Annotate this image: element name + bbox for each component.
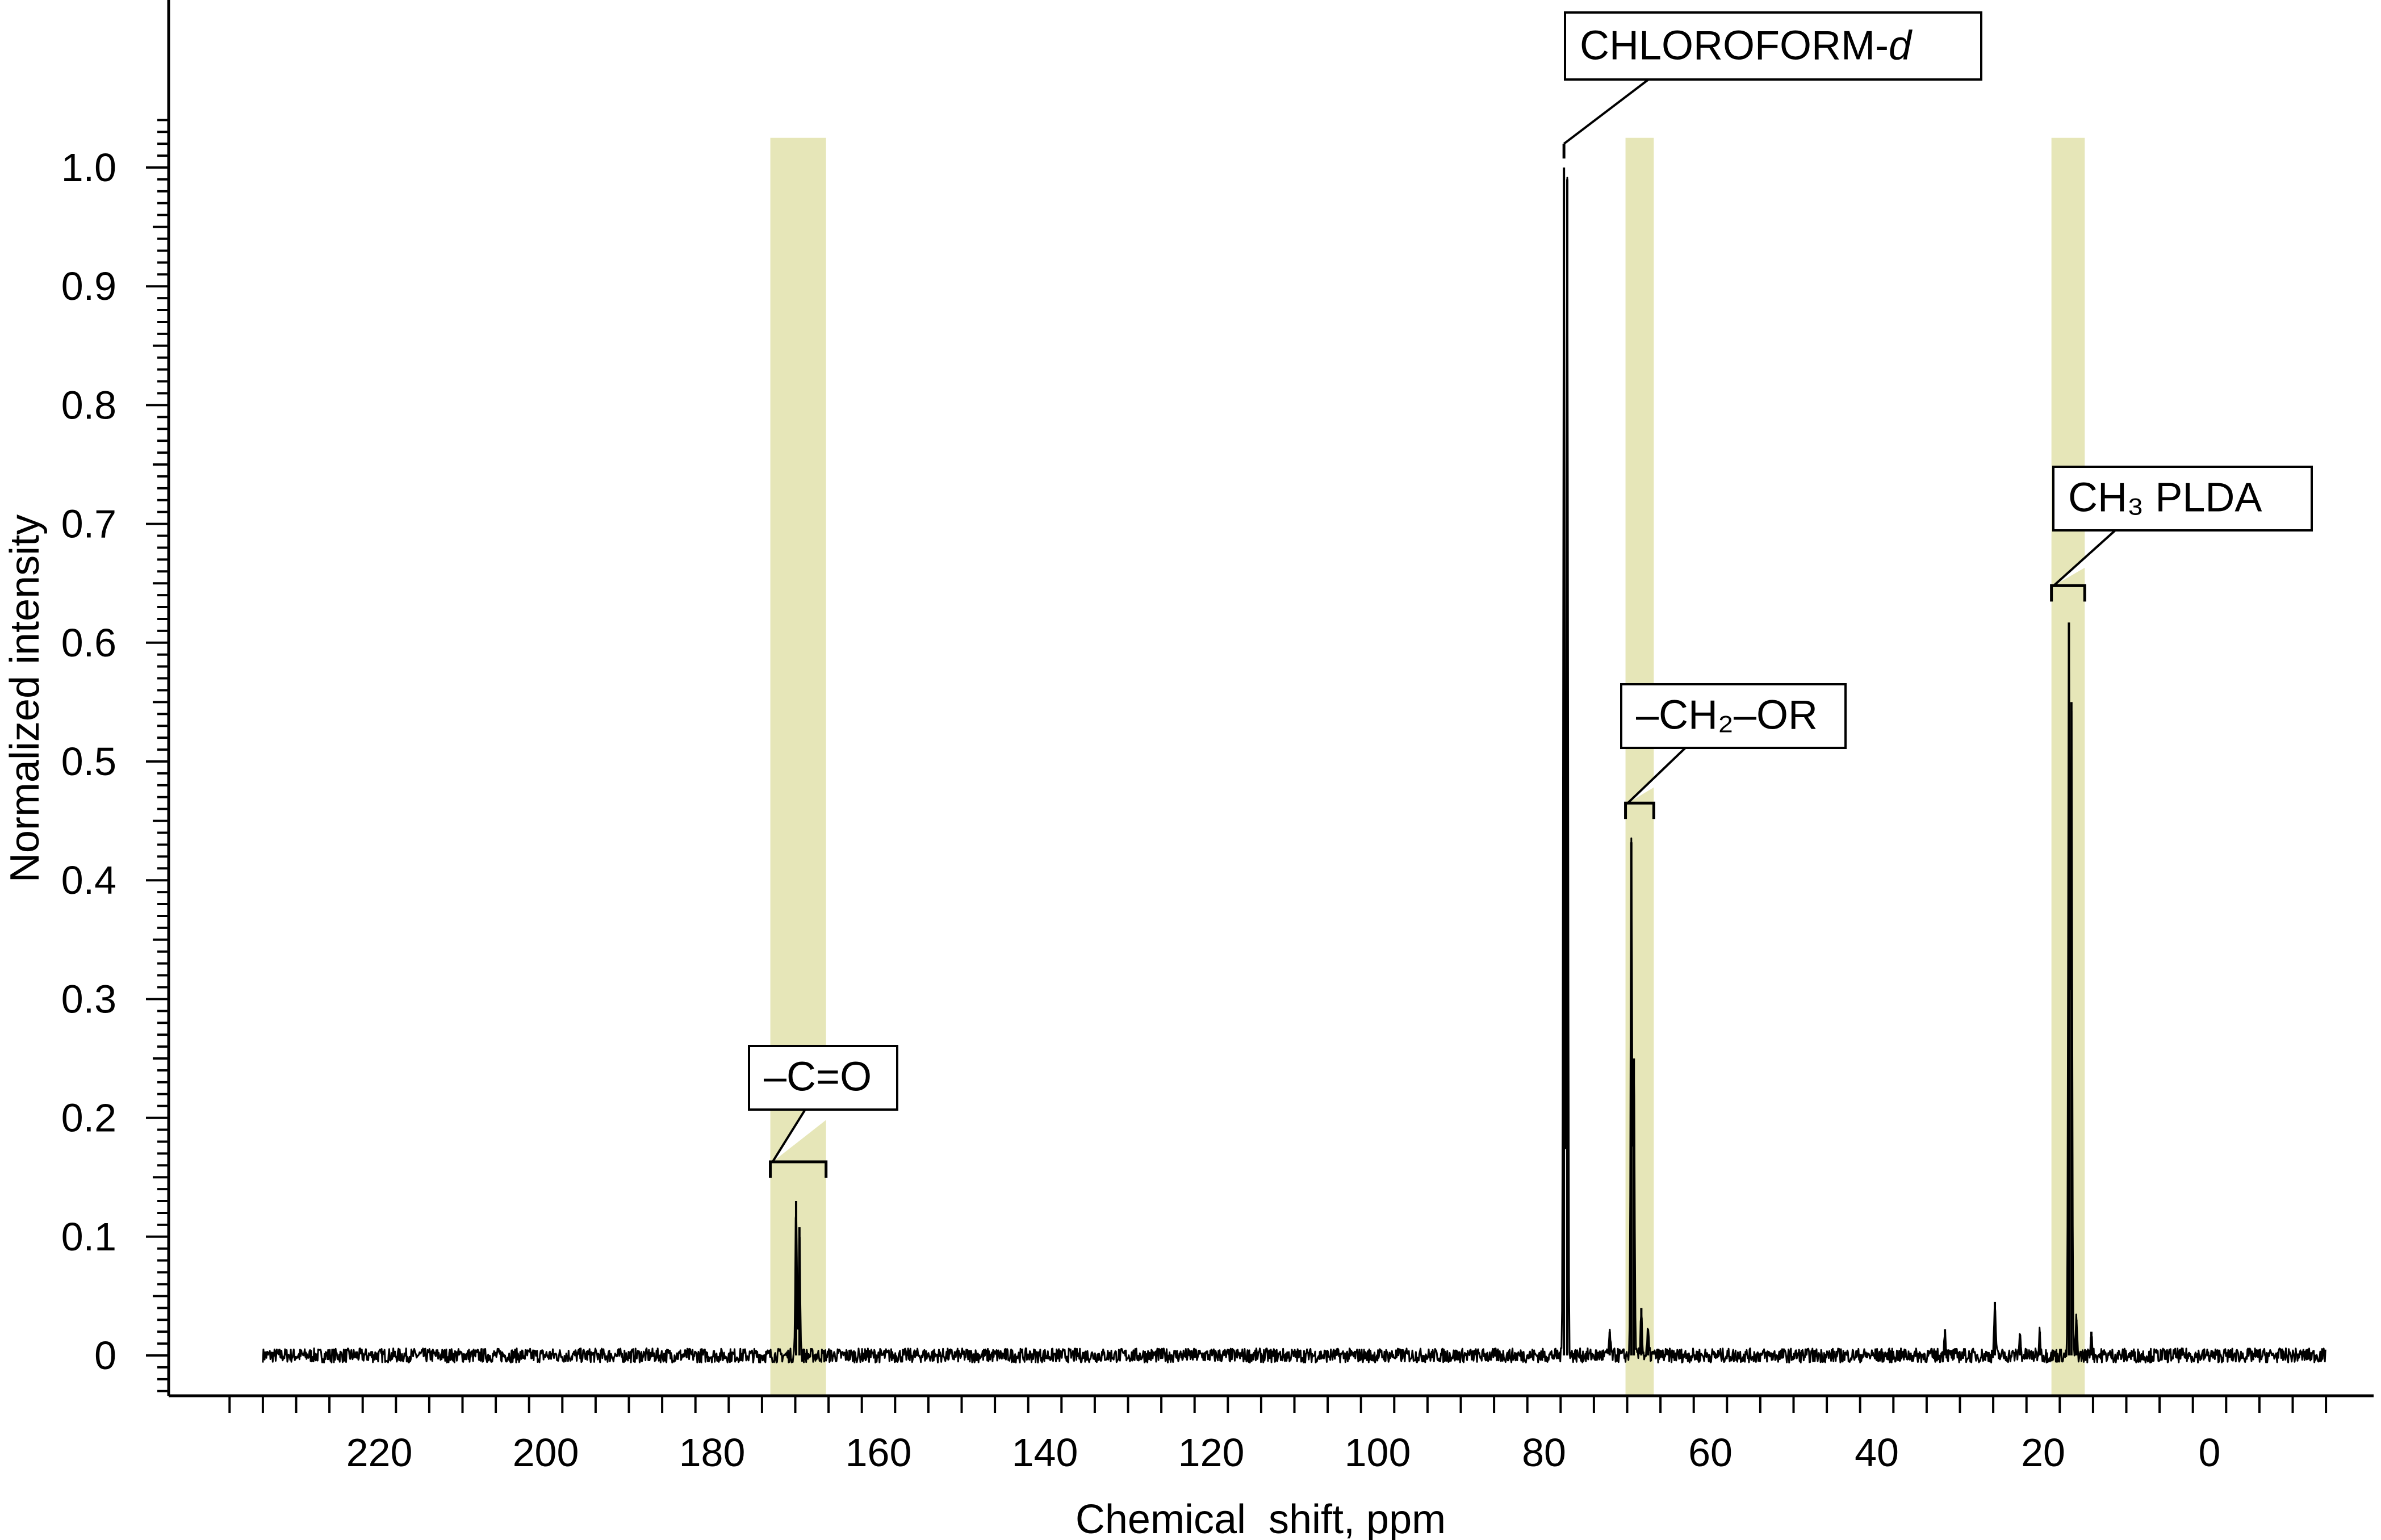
x-tick-label: 60	[1688, 1430, 1733, 1475]
y-tick-label: 0	[94, 1333, 116, 1378]
x-tick-label: 0	[2199, 1430, 2221, 1475]
callout-label: –CH₂–OR	[1636, 692, 1818, 738]
y-tick-label: 0.8	[61, 383, 116, 427]
x-tick-label: 160	[846, 1430, 912, 1475]
callout-box	[1620, 683, 1847, 749]
callout-label: –C=O	[764, 1054, 872, 1099]
x-axis-ticks: 220 200 180 160 140 120 100 80 60 40 20 0	[228, 1396, 2328, 1475]
x-tick-label: 20	[2021, 1430, 2065, 1475]
y-tick-label: 0.1	[61, 1215, 116, 1259]
y-tick-label: 0.9	[61, 264, 116, 308]
y-tick-label: 0.3	[61, 977, 116, 1021]
x-tick-label: 40	[1855, 1430, 1899, 1475]
callout-bracket	[769, 1160, 828, 1178]
y-tick-label: 0.7	[61, 502, 116, 546]
callout-box	[1564, 11, 1982, 81]
x-tick-label: 140	[1012, 1430, 1078, 1475]
peak-callout: –C=O	[748, 1045, 898, 1178]
y-tick-label: 0.6	[61, 621, 116, 665]
x-axis-title: Chemical shift, ppm	[1076, 1497, 1446, 1540]
spectrum-series	[262, 168, 2326, 1364]
x-tick-label: 180	[679, 1430, 746, 1475]
y-tick-label: 1.0	[61, 145, 116, 190]
y-tick-label: 0.4	[61, 858, 116, 902]
callout-label: CH₃ PLDA	[2068, 475, 2262, 520]
peak-callout: CHLOROFORM-d	[1562, 11, 1982, 159]
x-tick-label: 220	[346, 1430, 413, 1475]
y-tick-label: 0.2	[61, 1096, 116, 1140]
y-axis-ticks: 0 0.1 0.2 0.3 0.4 0.5 0.6 0.7 0.8 0.9 1.0	[61, 119, 169, 1392]
x-tick-label: 100	[1345, 1430, 1411, 1475]
callout-pointer	[1563, 78, 1694, 145]
peak-callouts: CHLOROFORM-d –CH₂–OR CH₃ PLDA –C=O	[748, 11, 2313, 1178]
x-tick-label: 80	[1522, 1430, 1566, 1475]
highlight-band	[770, 137, 826, 1396]
x-tick-label: 120	[1178, 1430, 1245, 1475]
callout-bracket	[1624, 801, 1655, 819]
spectrum-line	[262, 177, 2326, 1364]
x-tick-label: 200	[513, 1430, 579, 1475]
callout-label: CHLOROFORM-d	[1580, 23, 1913, 69]
highlight-bands	[770, 137, 2085, 1396]
callout-bracket	[2050, 584, 2086, 602]
peak-callout: CH₃ PLDA	[2050, 466, 2313, 602]
callout-box	[2052, 466, 2313, 532]
peak-callout: –CH₂–OR	[1620, 683, 1847, 819]
callout-box	[748, 1045, 898, 1111]
axes	[167, 0, 2374, 1397]
y-tick-label: 0.5	[61, 739, 116, 784]
y-axis-title: Normalized intensity	[2, 514, 48, 882]
